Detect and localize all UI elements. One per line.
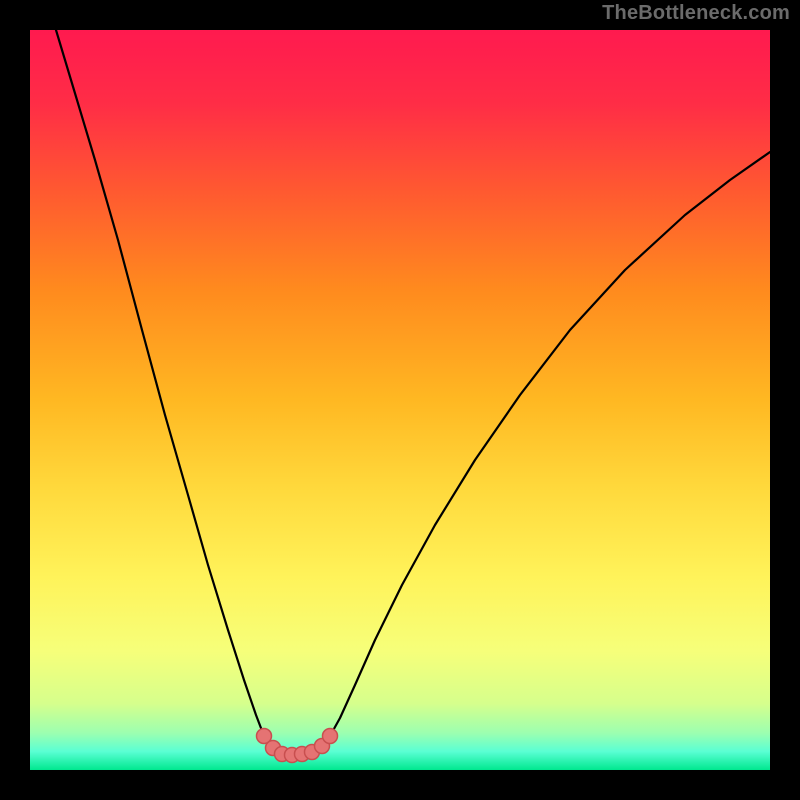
- curve-layer: [30, 30, 770, 770]
- chart-frame: TheBottleneck.com: [0, 0, 800, 800]
- curve-trough-markers: [257, 729, 338, 763]
- plot-area: [30, 30, 770, 770]
- bottleneck-curve: [56, 30, 770, 755]
- watermark-text: TheBottleneck.com: [602, 2, 790, 25]
- trough-marker: [323, 729, 338, 744]
